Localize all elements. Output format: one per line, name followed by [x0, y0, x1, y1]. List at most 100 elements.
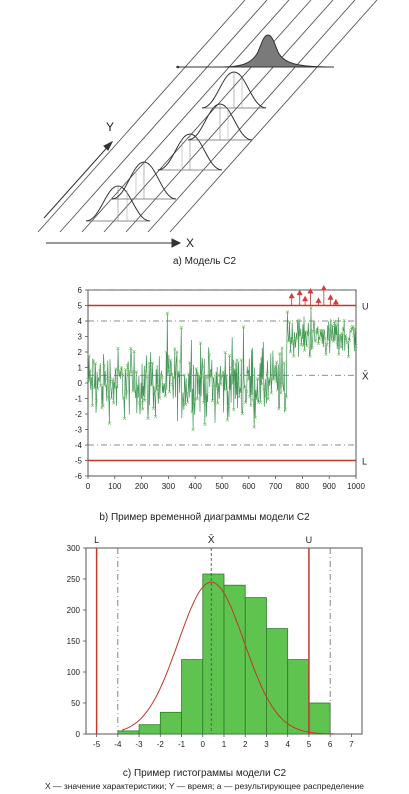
upper-limit-label: U [362, 302, 369, 312]
mean-label: X̄ [208, 533, 215, 546]
data-point [89, 378, 93, 383]
data-point [142, 394, 146, 398]
data-point [336, 340, 340, 345]
y-tick-label: -6 [75, 472, 83, 481]
data-point [282, 361, 286, 365]
data-point [321, 328, 325, 333]
histogram-bar [202, 573, 225, 735]
data-point [166, 367, 171, 371]
y-tick-label: 0 [76, 730, 81, 739]
data-point [118, 369, 122, 373]
resulting-distribution [221, 34, 335, 68]
data-point [227, 353, 232, 358]
time-chart-caption: b) Пример временной диаграммы модели C2 [99, 512, 310, 523]
x-tick-label: 2 [243, 740, 248, 749]
data-point [339, 345, 343, 349]
data-point [167, 390, 172, 394]
y-tick-label: 200 [67, 606, 81, 615]
alarm-point [302, 295, 309, 302]
data-point [204, 374, 208, 379]
histogram-caption: c) Пример гистограммы модели C2 [122, 768, 287, 779]
y-tick-label: -3 [75, 426, 83, 435]
data-point [253, 415, 257, 420]
data-point [239, 358, 244, 362]
data-point [149, 383, 153, 387]
y-tick-label: 150 [67, 637, 81, 646]
data-point [231, 382, 235, 386]
data-point [123, 367, 128, 372]
data-point [341, 325, 345, 330]
data-point [125, 363, 130, 368]
data-point [225, 418, 230, 422]
data-point [233, 368, 237, 372]
data-point [280, 346, 284, 350]
data-point [329, 334, 334, 338]
data-point [313, 339, 317, 343]
data-point [274, 360, 279, 365]
data-point [342, 318, 346, 323]
data-point [189, 365, 193, 369]
data-point [326, 338, 330, 342]
data-point [223, 350, 227, 355]
data-point [251, 398, 255, 402]
data-point [324, 352, 328, 357]
data-point [226, 404, 231, 408]
data-point [207, 352, 211, 357]
data-point [107, 421, 112, 425]
distribution-curves [85, 66, 334, 222]
data-point [211, 375, 216, 380]
data-point [94, 399, 99, 403]
data-point [187, 372, 191, 376]
data-point [138, 401, 143, 405]
data-point [110, 379, 115, 384]
data-point [288, 350, 293, 354]
data-point [244, 389, 249, 393]
histogram-bar [308, 702, 331, 735]
data-point [148, 366, 152, 370]
data-point [331, 339, 336, 343]
data-point [158, 396, 162, 400]
histogram-bar [287, 659, 310, 735]
data-point [268, 376, 272, 381]
data-point [278, 351, 282, 356]
histogram-bar [117, 730, 140, 735]
mean-label: X̄ [362, 370, 369, 383]
upper-limit-label: U [306, 535, 313, 545]
model-diagram: Y X [37, 0, 378, 250]
data-point [289, 341, 294, 346]
data-point [292, 354, 296, 358]
data-point [160, 375, 164, 380]
data-point [247, 377, 251, 382]
data-point [316, 341, 321, 346]
data-point [236, 378, 240, 383]
data-point [281, 383, 285, 387]
data-point [109, 396, 114, 401]
data-point [234, 361, 238, 366]
y-tick-label: -1 [75, 395, 83, 404]
x-tick-label: 300 [162, 482, 176, 491]
data-point [219, 382, 223, 386]
diagonal-lines [37, 0, 378, 233]
data-point [115, 383, 119, 388]
data-point [168, 358, 173, 362]
data-point [238, 386, 242, 390]
data-point [214, 385, 219, 389]
histogram-legend: X — значение характеристики; Y — время; … [44, 781, 365, 791]
data-point [176, 370, 180, 374]
y-tick-label: 50 [71, 699, 80, 708]
data-point [90, 403, 95, 408]
histogram-bar [181, 659, 204, 735]
data-point [188, 361, 192, 365]
data-point [276, 388, 280, 392]
data-point [163, 394, 167, 398]
data-point [273, 368, 278, 372]
lower-limit-label: L [362, 457, 367, 467]
data-point [199, 373, 204, 378]
data-point [287, 320, 292, 324]
data-point [332, 319, 337, 324]
data-point [310, 345, 314, 350]
data-point [157, 389, 161, 394]
x-tick-label: 7 [349, 740, 354, 749]
data-point [319, 329, 324, 333]
